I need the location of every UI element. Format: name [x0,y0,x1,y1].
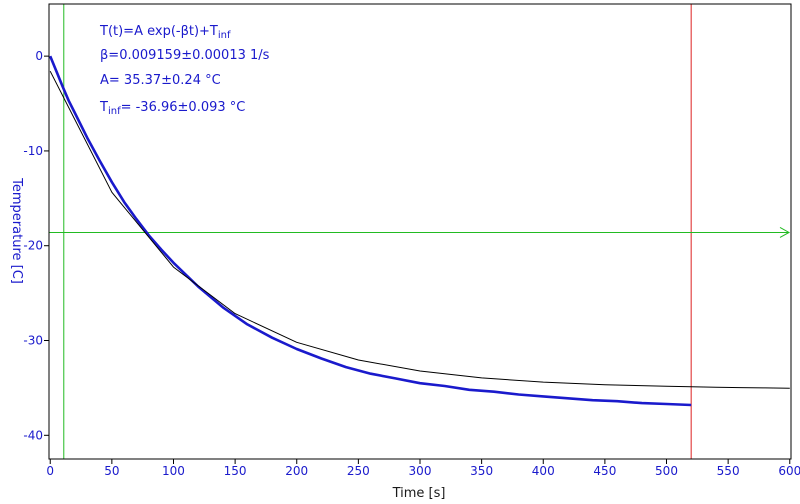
x-tick-label: 50 [104,464,119,478]
y-tick-label: -30 [23,334,43,348]
series-measured [48,55,692,407]
fit-amplitude: A= 35.37±0.24 °C [100,73,221,88]
cursor-arrow-icon [779,227,791,238]
cursor-layer [49,4,791,459]
x-tick-label: 0 [46,464,54,478]
fit-annotation: T(t)=A exp(-βt)+Tinf β=0.009159±0.00013 … [99,24,270,117]
x-axis-ticks: 0 50 100 150 200 250 300 350 400 450 500 550 600 [46,459,800,478]
x-tick-label: 400 [532,464,555,478]
x-tick-label: 200 [285,464,308,478]
y-axis-label: Temperature [C] [9,177,24,284]
x-tick-label: 250 [347,464,370,478]
fit-equation: T(t)=A exp(-βt)+Tinf [99,24,231,41]
x-tick-label: 600 [778,464,800,478]
y-tick-label: 0 [35,49,43,63]
fit-t-inf: Tinf= -36.96±0.093 °C [99,100,245,117]
fit-beta: β=0.009159±0.00013 1/s [100,48,270,63]
y-tick-label: -10 [23,144,43,158]
x-tick-label: 350 [470,464,493,478]
x-axis-label: Time [s] [392,486,446,501]
x-tick-label: 150 [224,464,247,478]
x-tick-label: 450 [593,464,616,478]
series-fit [49,70,790,389]
x-tick-label: 300 [409,464,432,478]
y-tick-label: -40 [23,428,43,442]
x-tick-label: 500 [655,464,678,478]
y-axis-ticks: 0 -10 -20 -30 -40 [23,49,49,442]
series-layer [48,55,790,407]
x-tick-label: 100 [162,464,185,478]
y-tick-label: -20 [23,239,43,253]
x-tick-label: 550 [717,464,740,478]
